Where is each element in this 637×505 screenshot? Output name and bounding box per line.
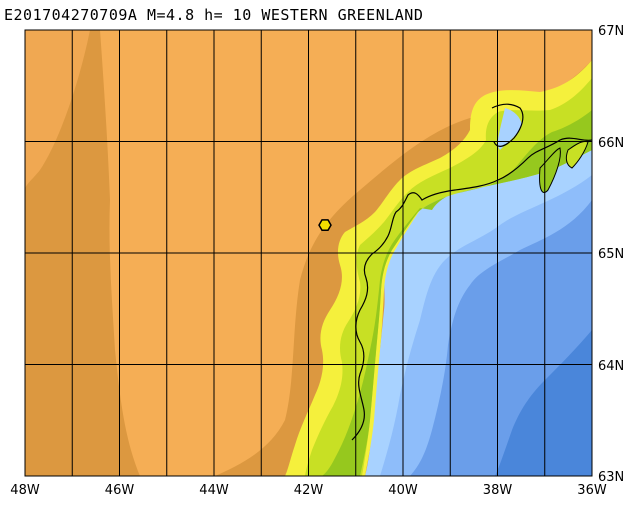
lon-tick-label: 40W: [388, 483, 418, 498]
ice-sheet-light-patch: [25, 30, 90, 190]
graticule: [25, 30, 592, 476]
lat-tick-label: 64N: [598, 359, 624, 374]
lon-tick-label: 36W: [577, 483, 607, 498]
lat-tick-label: 63N: [598, 470, 624, 485]
lon-tick-label: 38W: [483, 483, 513, 498]
lat-tick-label: 67N: [598, 24, 624, 39]
latitude-tick-labels: 67N 66N 65N 64N 63N: [598, 24, 624, 485]
coastline: [351, 137, 592, 441]
coast-green-band: [322, 110, 592, 476]
fjord-inlet: [497, 108, 522, 150]
lat-tick-label: 65N: [598, 247, 624, 262]
lon-tick-label: 46W: [105, 483, 135, 498]
hexagon-marker: [318, 219, 332, 232]
epicenter-marker: [318, 219, 332, 232]
lon-tick-label: 42W: [294, 483, 324, 498]
coastline-fjord: [491, 103, 524, 147]
map-title: E201704270709A M=4.8 h= 10 WESTERN GREEN…: [4, 6, 424, 24]
lon-tick-label: 44W: [199, 483, 229, 498]
longitude-tick-labels: 48W 46W 44W 42W 40W 38W 36W: [10, 483, 607, 498]
lat-tick-label: 66N: [598, 136, 624, 151]
coastal-island: [565, 141, 589, 169]
ocean-deep: [495, 330, 592, 476]
lon-tick-label: 48W: [10, 483, 40, 498]
